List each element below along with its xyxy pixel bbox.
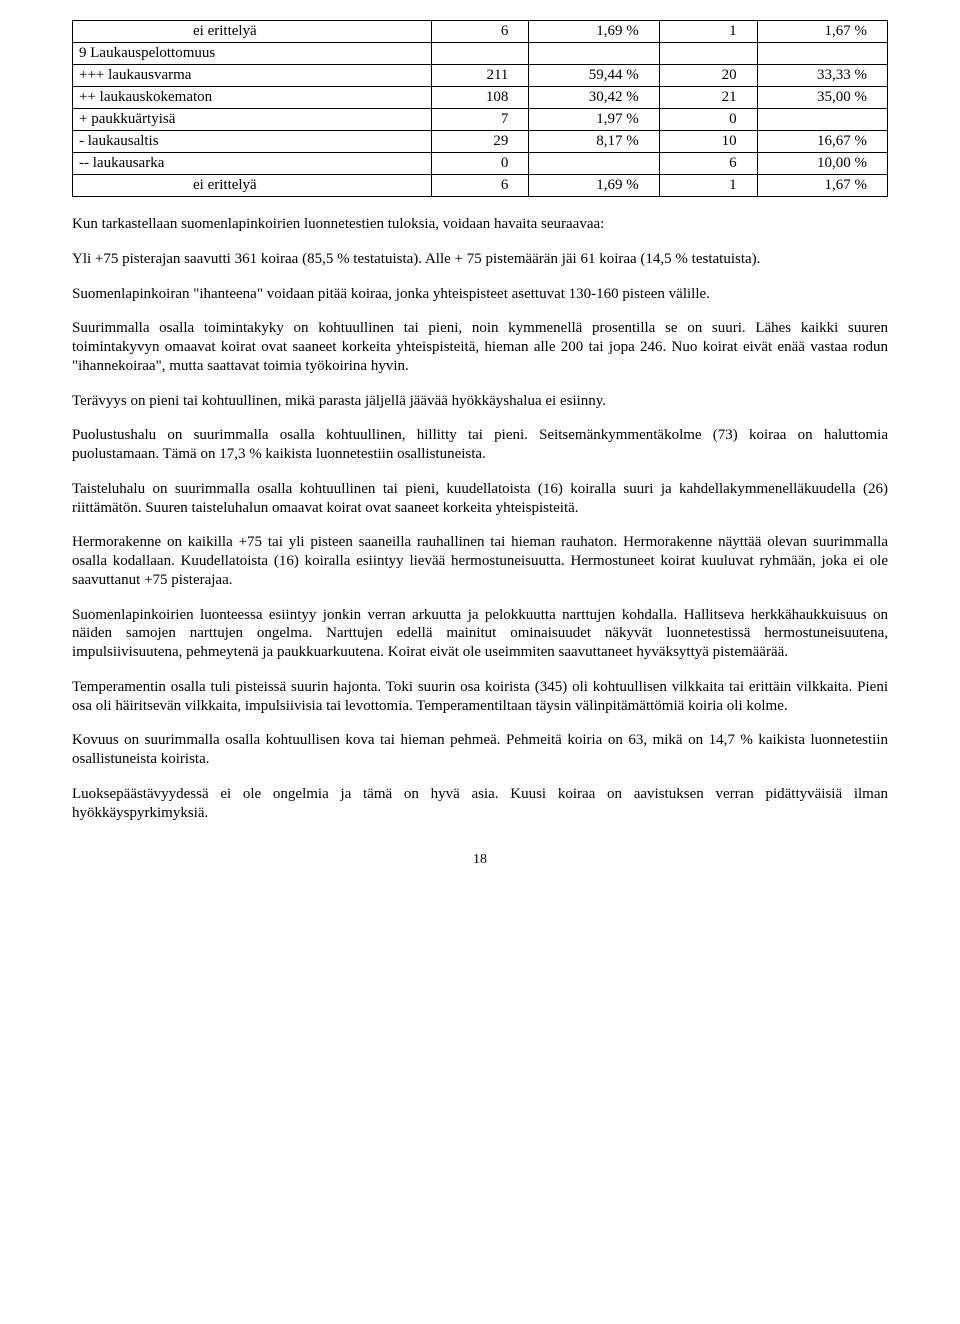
cell: 30,42 % [529, 87, 659, 109]
row-label: + paukkuärtyisä [73, 109, 432, 131]
document-page: ei erittelyä61,69 %11,67 %9 Laukauspelot… [0, 0, 960, 898]
cell: 6 [659, 153, 757, 175]
cell [757, 43, 887, 65]
cell: 1 [659, 21, 757, 43]
paragraph: Suomenlapinkoiran "ihanteena" voidaan pi… [72, 285, 888, 304]
cell: 1,69 % [529, 21, 659, 43]
cell: 16,67 % [757, 131, 887, 153]
cell [529, 153, 659, 175]
cell: 1,67 % [757, 21, 887, 43]
paragraph: Yli +75 pisterajan saavutti 361 koiraa (… [72, 250, 888, 269]
row-label: -- laukausarka [73, 153, 432, 175]
cell: 35,00 % [757, 87, 887, 109]
row-label: +++ laukausvarma [73, 65, 432, 87]
cell [529, 43, 659, 65]
table-row: - laukausaltis298,17 %1016,67 % [73, 131, 888, 153]
cell: 0 [431, 153, 529, 175]
cell: 1 [659, 175, 757, 197]
cell: 10 [659, 131, 757, 153]
cell: 6 [431, 175, 529, 197]
cell: 1,97 % [529, 109, 659, 131]
paragraph: Luoksepäästävyydessä ei ole ongelmia ja … [72, 785, 888, 823]
table-row: + paukkuärtyisä71,97 %0 [73, 109, 888, 131]
table-row: 9 Laukauspelottomuus [73, 43, 888, 65]
cell: 33,33 % [757, 65, 887, 87]
cell [659, 43, 757, 65]
cell: 0 [659, 109, 757, 131]
cell: 1,67 % [757, 175, 887, 197]
cell: 6 [431, 21, 529, 43]
cell: 108 [431, 87, 529, 109]
paragraph: Hermorakenne on kaikilla +75 tai yli pis… [72, 533, 888, 589]
data-table: ei erittelyä61,69 %11,67 %9 Laukauspelot… [72, 20, 888, 197]
paragraph: Temperamentin osalla tuli pisteissä suur… [72, 678, 888, 716]
row-label: ei erittelyä [73, 175, 432, 197]
cell [431, 43, 529, 65]
table-row: ei erittelyä61,69 %11,67 % [73, 21, 888, 43]
page-number: 18 [72, 852, 888, 868]
cell [757, 109, 887, 131]
table-row: ei erittelyä61,69 %11,67 % [73, 175, 888, 197]
table-row: -- laukausarka0 610,00 % [73, 153, 888, 175]
row-label: - laukausaltis [73, 131, 432, 153]
row-label: ei erittelyä [73, 21, 432, 43]
cell: 7 [431, 109, 529, 131]
cell: 8,17 % [529, 131, 659, 153]
row-label: ++ laukauskokematon [73, 87, 432, 109]
cell: 21 [659, 87, 757, 109]
body-text: Kun tarkastellaan suomenlapinkoirien luo… [72, 215, 888, 822]
table-row: +++ laukausvarma21159,44 %2033,33 % [73, 65, 888, 87]
cell: 29 [431, 131, 529, 153]
paragraph: Suurimmalla osalla toimintakyky on kohtu… [72, 319, 888, 375]
paragraph: Suomenlapinkoirien luonteessa esiintyy j… [72, 606, 888, 662]
cell: 211 [431, 65, 529, 87]
cell: 59,44 % [529, 65, 659, 87]
paragraph: Kovuus on suurimmalla osalla kohtuullise… [72, 731, 888, 769]
paragraph: Puolustushalu on suurimmalla osalla koht… [72, 426, 888, 464]
cell: 10,00 % [757, 153, 887, 175]
paragraph: Terävyys on pieni tai kohtuullinen, mikä… [72, 392, 888, 411]
paragraph: Kun tarkastellaan suomenlapinkoirien luo… [72, 215, 888, 234]
cell: 20 [659, 65, 757, 87]
paragraph: Taisteluhalu on suurimmalla osalla kohtu… [72, 480, 888, 518]
cell: 1,69 % [529, 175, 659, 197]
table-row: ++ laukauskokematon10830,42 %2135,00 % [73, 87, 888, 109]
row-label: 9 Laukauspelottomuus [73, 43, 432, 65]
